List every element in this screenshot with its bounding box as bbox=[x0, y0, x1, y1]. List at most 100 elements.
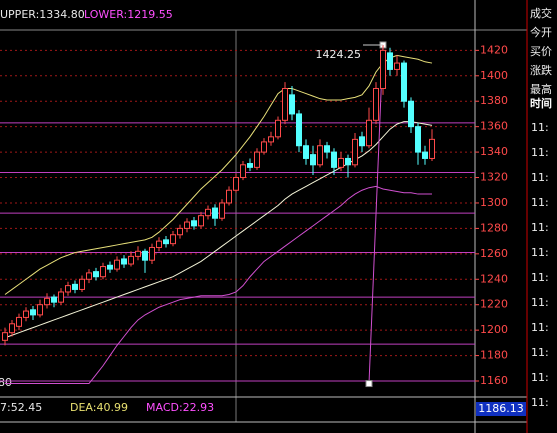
side-time: 11: bbox=[531, 171, 549, 184]
side-time: 11: bbox=[531, 146, 549, 159]
candle-body bbox=[9, 323, 15, 334]
side-header: 时间 bbox=[530, 96, 552, 110]
candle-body bbox=[114, 259, 120, 270]
dea-label: DEA:40.99 bbox=[70, 401, 128, 414]
candle-body bbox=[86, 272, 92, 280]
candle-body bbox=[212, 207, 218, 219]
candle-body bbox=[219, 202, 225, 219]
y-tick-label: 1320 bbox=[480, 171, 508, 184]
side-time: 11: bbox=[531, 271, 549, 284]
y-tick-label: 1200 bbox=[480, 323, 508, 336]
candle-body bbox=[51, 296, 57, 303]
annotation-label: 1424.25 bbox=[316, 48, 362, 61]
candle-body bbox=[324, 145, 330, 153]
candle-body bbox=[16, 316, 22, 327]
candle-body bbox=[338, 157, 344, 168]
candle-body bbox=[79, 278, 85, 290]
upper-label: UPPER:1334.80 bbox=[0, 8, 85, 21]
y-tick-label: 1160 bbox=[480, 374, 508, 387]
candle-body bbox=[121, 258, 127, 265]
candle-body bbox=[415, 126, 421, 153]
candle-body bbox=[191, 220, 197, 227]
candle-body bbox=[303, 145, 309, 159]
current-label: 1186.13 bbox=[478, 402, 524, 415]
y-tick-label: 1220 bbox=[480, 298, 508, 311]
candle-body bbox=[254, 151, 260, 168]
side-label: 最高 bbox=[530, 82, 552, 96]
candle-body bbox=[72, 283, 78, 290]
side-time: 11: bbox=[531, 221, 549, 234]
candle-body bbox=[198, 215, 204, 227]
candle-body bbox=[30, 309, 36, 316]
side-label: 涨跌 bbox=[530, 63, 552, 77]
y-tick-label: 1280 bbox=[480, 221, 508, 234]
candle-body bbox=[345, 157, 351, 166]
candle-body bbox=[240, 164, 246, 179]
candle-body bbox=[422, 151, 428, 159]
side-label: 买价 bbox=[530, 45, 552, 58]
y-tick-label: 1360 bbox=[480, 120, 508, 133]
candle-body bbox=[135, 250, 141, 257]
candle-body bbox=[170, 234, 176, 245]
candle-body bbox=[128, 255, 134, 265]
candle-body bbox=[23, 310, 29, 318]
side-time: 11: bbox=[531, 196, 549, 209]
candle-body bbox=[205, 208, 211, 217]
candle-body bbox=[429, 138, 435, 159]
candle-body bbox=[359, 136, 365, 147]
side-time: 11: bbox=[531, 321, 549, 334]
candle-body bbox=[156, 240, 162, 248]
candle-body bbox=[107, 264, 113, 270]
zigzag-line bbox=[368, 44, 384, 384]
macd-label: MACD:22.93 bbox=[146, 401, 214, 414]
candle-body bbox=[65, 285, 71, 293]
candle-body bbox=[37, 304, 43, 316]
y-tick-label: 1300 bbox=[480, 196, 508, 209]
dif-label: 7:52.45 bbox=[0, 401, 42, 414]
candle-body bbox=[275, 119, 281, 138]
candle-body bbox=[289, 94, 295, 115]
indicator-line bbox=[4, 121, 433, 339]
candle-body bbox=[261, 141, 267, 153]
candle-body bbox=[44, 297, 50, 306]
candle-body bbox=[163, 239, 169, 245]
indicator-line bbox=[5, 185, 432, 385]
side-time: 11: bbox=[531, 296, 549, 309]
candle-body bbox=[149, 246, 155, 261]
candle-body bbox=[352, 138, 358, 166]
side-time: 11: bbox=[531, 396, 549, 409]
side-time: 11: bbox=[531, 371, 549, 384]
candle-body bbox=[310, 154, 316, 166]
y-tick-label: 1340 bbox=[480, 145, 508, 158]
side-time: 11: bbox=[531, 121, 549, 134]
candle-body bbox=[296, 113, 302, 147]
candle-body bbox=[366, 119, 372, 147]
candle-body bbox=[233, 177, 239, 191]
candle-body bbox=[394, 62, 400, 70]
candle-body bbox=[142, 250, 148, 261]
candle-body bbox=[408, 100, 414, 128]
candle-body bbox=[2, 332, 8, 341]
cut-label: 80 bbox=[0, 376, 12, 389]
candle-body bbox=[387, 52, 393, 70]
side-label: 今开 bbox=[530, 25, 552, 39]
candle-body bbox=[58, 291, 64, 303]
side-label: 成交 bbox=[530, 6, 552, 20]
candle-body bbox=[93, 271, 99, 278]
y-tick-label: 1260 bbox=[480, 247, 508, 260]
indicator-line bbox=[4, 54, 433, 295]
candle-body bbox=[282, 88, 288, 121]
y-tick-label: 1400 bbox=[480, 69, 508, 82]
side-time: 11: bbox=[531, 346, 549, 359]
candle-body bbox=[401, 62, 407, 102]
candle-body bbox=[177, 227, 183, 236]
candle-body bbox=[100, 266, 106, 278]
candle-body bbox=[331, 151, 337, 168]
y-tick-label: 1420 bbox=[480, 43, 508, 56]
candle-body bbox=[226, 189, 232, 204]
y-tick-label: 1180 bbox=[480, 349, 508, 362]
side-time: 11: bbox=[531, 246, 549, 259]
